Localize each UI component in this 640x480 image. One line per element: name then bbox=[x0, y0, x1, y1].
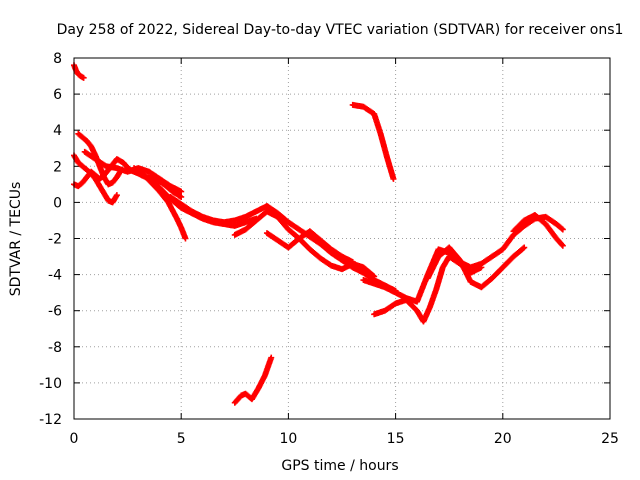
chart-title: Day 258 of 2022, Sidereal Day-to-day VTE… bbox=[57, 22, 624, 38]
y-tick-label: -12 bbox=[39, 412, 62, 428]
x-tick-label: 5 bbox=[177, 431, 186, 447]
y-tick-label: -8 bbox=[48, 340, 62, 356]
data-series-arc-j bbox=[360, 213, 566, 305]
data-point bbox=[371, 273, 378, 280]
data-series-arc-h bbox=[231, 208, 356, 265]
x-axis-label: GPS time / hours bbox=[281, 458, 398, 474]
y-tick-label: 6 bbox=[53, 87, 62, 103]
x-tick-label: 10 bbox=[279, 431, 297, 447]
y-tick-label: -10 bbox=[39, 376, 62, 392]
data-point bbox=[558, 225, 565, 232]
y-tick-label: -4 bbox=[48, 268, 62, 284]
grid-layer bbox=[74, 58, 610, 419]
data-point bbox=[268, 354, 275, 361]
data-series-arc-i bbox=[263, 230, 378, 280]
x-tick-label: 15 bbox=[387, 431, 405, 447]
data-point bbox=[113, 192, 120, 199]
data-point bbox=[521, 244, 528, 251]
x-tick-label: 0 bbox=[70, 431, 79, 447]
y-tick-label: 0 bbox=[53, 195, 62, 211]
data-series-arc-o bbox=[231, 354, 275, 406]
data-series-arc-l bbox=[424, 244, 528, 291]
y-tick-label: -6 bbox=[48, 304, 62, 320]
data-point bbox=[178, 193, 185, 200]
y-tick-label: 8 bbox=[53, 51, 62, 67]
x-tick-label: 20 bbox=[494, 431, 512, 447]
data-point bbox=[478, 264, 485, 271]
data-point bbox=[182, 235, 189, 242]
data-series-arc-n bbox=[349, 101, 397, 182]
data-layer bbox=[71, 62, 566, 406]
data-point bbox=[559, 226, 566, 233]
data-point bbox=[390, 175, 397, 182]
y-tick-label: 2 bbox=[53, 159, 62, 175]
data-series-arc-m bbox=[510, 212, 566, 249]
y-tick-label: -2 bbox=[48, 232, 62, 248]
data-series-arc-c bbox=[71, 152, 120, 206]
data-point bbox=[520, 245, 527, 252]
plot-frame bbox=[73, 57, 611, 420]
data-point bbox=[370, 272, 377, 279]
x-tick-label: 25 bbox=[601, 431, 619, 447]
y-axis-label: SDTVAR / TECUs bbox=[8, 182, 24, 297]
data-point bbox=[558, 241, 565, 248]
data-point bbox=[178, 188, 185, 195]
data-point bbox=[559, 242, 566, 249]
data-point bbox=[80, 74, 87, 81]
y-tick-label: 4 bbox=[53, 123, 62, 139]
data-series-arc-top-left bbox=[71, 62, 87, 81]
